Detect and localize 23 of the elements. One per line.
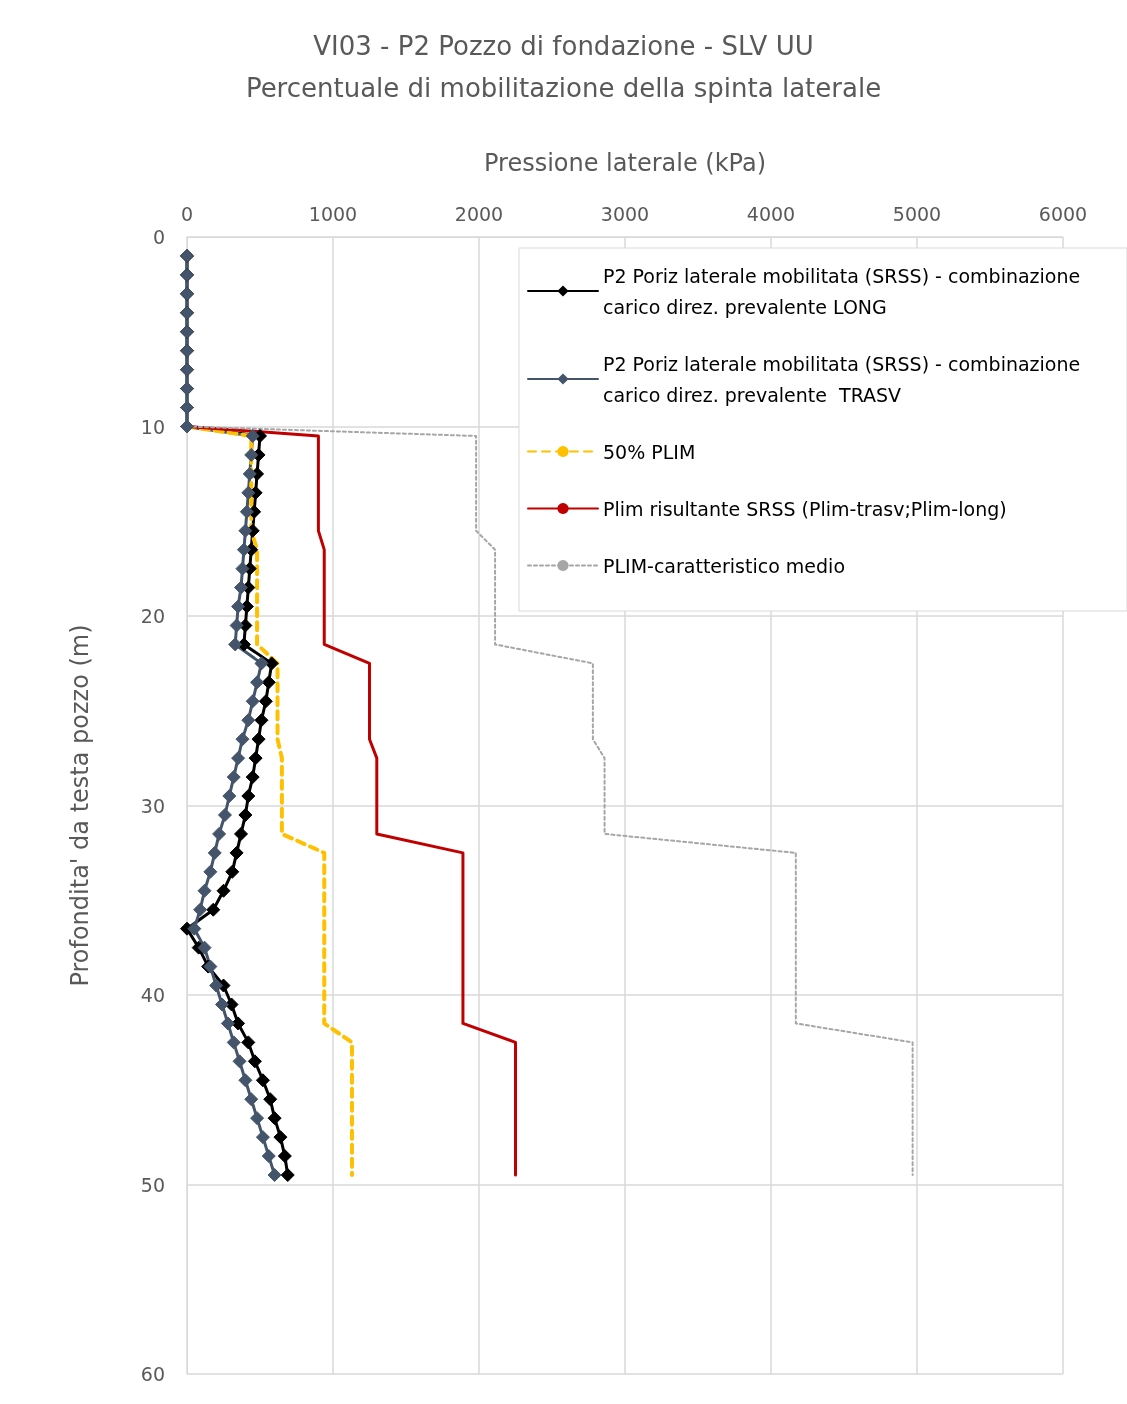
x-tick-label: 4000 <box>746 202 796 225</box>
x-tick-label: 1000 <box>308 202 358 225</box>
legend-label: Plim risultante SRSS (Plim-trasv;Plim-long) <box>603 497 1007 520</box>
y-tick-label: 20 <box>140 605 165 627</box>
x-tick-label: 3000 <box>600 202 650 225</box>
y-tick-label: 0 <box>152 226 165 248</box>
x-tick-label: 6000 <box>1038 202 1088 225</box>
legend-label: 50% PLIM <box>603 440 696 463</box>
legend-label: P2 Poriz laterale mobilitata (SRSS) - combinazione carico direz. prevalente LONG <box>603 264 1087 318</box>
x-tick-label: 5000 <box>892 202 942 225</box>
x-axis-title: Pressione laterale (kPa) <box>483 149 767 177</box>
y-axis-title: Profondita' da testa pozzo (m) <box>66 624 94 987</box>
x-tick-label: 2000 <box>454 202 504 225</box>
chart-title: VI03 - P2 Pozzo di fondazione - SLV UU <box>313 31 814 61</box>
y-tick-label: 60 <box>140 1363 165 1385</box>
y-tick-label: 10 <box>140 415 165 438</box>
y-tick-label: 50 <box>140 1173 165 1196</box>
x-tick-label: 0 <box>180 202 194 225</box>
chart-subtitle: Percentuale di mobilitazione della spinta laterale <box>245 73 882 103</box>
y-tick-label: 30 <box>140 794 165 817</box>
legend-label: P2 Poriz laterale mobilitata (SRSS) - combinazione carico direz. prevalente TRASV <box>603 352 1087 406</box>
y-tick-label: 40 <box>140 984 165 1006</box>
legend-label: PLIM-caratteristico medio <box>603 554 846 577</box>
